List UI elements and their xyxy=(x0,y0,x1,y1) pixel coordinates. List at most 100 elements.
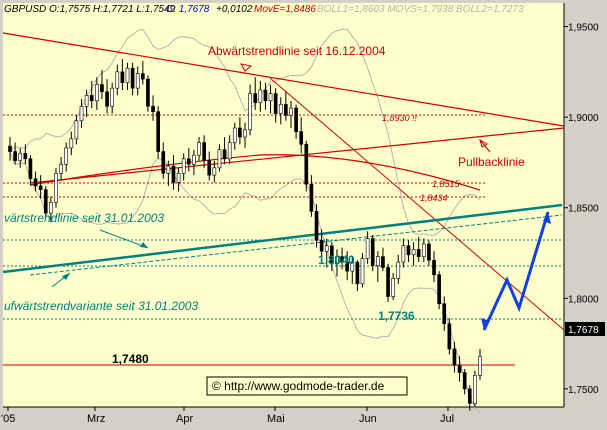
downtrend-start-arrow xyxy=(240,63,253,72)
y-tick-label: 1,9500 xyxy=(568,23,599,34)
candle-body xyxy=(447,323,452,350)
candle-body xyxy=(59,163,63,174)
x-tick-label: Jun xyxy=(359,413,377,425)
candle-body xyxy=(186,158,191,165)
candle-body xyxy=(375,256,380,266)
candle-body xyxy=(125,67,130,84)
candle-body xyxy=(396,261,401,279)
candle-body xyxy=(28,158,33,180)
candle-body xyxy=(253,93,258,103)
time-axis: '05 Mrz Apr Mai Jun Jul xyxy=(1,407,454,425)
candle-body xyxy=(416,249,421,257)
candle-body xyxy=(324,245,329,252)
pullback-arrow-head xyxy=(479,138,488,148)
uptrend-variant-label: ufwärtstrendvariante seit 31.01.2003 xyxy=(4,299,198,313)
candle-body xyxy=(335,256,339,265)
candle-body xyxy=(130,67,135,89)
candle-body xyxy=(299,131,304,145)
uptrend-variant-line xyxy=(29,214,563,276)
candlestick-series xyxy=(8,59,482,411)
candle-body xyxy=(294,107,298,132)
candle-body xyxy=(212,167,217,176)
candle-body xyxy=(8,145,12,152)
candle-body xyxy=(289,107,293,116)
uptrend-arrow-head xyxy=(140,242,148,248)
candle-body xyxy=(319,240,324,252)
pullback-label: Pullbacklinie xyxy=(458,155,525,169)
x-tick-label: Mrz xyxy=(87,413,105,425)
candle-body xyxy=(360,258,365,285)
price-axis: 1,9500 1,9000 1,8500 1,8000 1,7500 xyxy=(564,23,599,396)
candle-body xyxy=(478,356,482,376)
candle-body xyxy=(64,147,69,165)
candle-body xyxy=(79,105,84,122)
uptrend-variant-arrow-head xyxy=(62,273,70,280)
candle-body xyxy=(171,165,176,183)
candle-body xyxy=(89,95,94,102)
candle-body xyxy=(340,256,344,263)
candle-body xyxy=(345,261,350,272)
candle-body xyxy=(330,245,334,265)
candle-body xyxy=(258,89,263,103)
candle-body xyxy=(304,144,309,185)
candle-body xyxy=(309,183,314,212)
candle-body xyxy=(95,84,99,102)
y-tick-label: 1,9000 xyxy=(568,113,599,124)
candle-body xyxy=(74,120,79,140)
candle-body xyxy=(176,172,181,183)
header-close: C: 1,7678 xyxy=(166,4,210,15)
candle-body xyxy=(365,238,370,259)
candle-body xyxy=(100,84,104,93)
forecast-path xyxy=(482,211,550,331)
candle-body xyxy=(38,185,43,190)
candle-body xyxy=(217,149,222,169)
candle-body xyxy=(238,127,242,138)
candle-body xyxy=(110,87,115,107)
candle-body xyxy=(284,104,288,116)
y-tick-label: 1,8500 xyxy=(568,204,599,215)
copyright-box xyxy=(206,376,408,396)
candle-body xyxy=(23,153,28,160)
candle-body xyxy=(355,261,360,285)
plot-area xyxy=(3,3,564,407)
candle-body xyxy=(202,142,206,161)
candle-body xyxy=(227,142,232,160)
candle-body xyxy=(156,111,160,152)
y-tick-label: 1,8000 xyxy=(568,294,599,305)
candle-body xyxy=(105,91,109,107)
last-value-label: 1,7678 xyxy=(568,325,599,336)
candle-body xyxy=(13,151,17,161)
x-tick-label: Jul xyxy=(440,413,454,425)
candle-body xyxy=(166,165,171,174)
copyright-text: © http://www.godmode-trader.de xyxy=(212,379,385,393)
level-label-1-8930: 1,8930 !! xyxy=(382,113,418,123)
candle-body xyxy=(263,89,268,102)
candle-body xyxy=(33,178,38,187)
candle-body xyxy=(452,348,457,366)
candle-body xyxy=(135,73,140,89)
candle-body xyxy=(120,71,125,84)
uptrend-line xyxy=(2,203,563,274)
candle-body xyxy=(115,71,120,89)
header-move: MovE=1,8486 xyxy=(254,4,316,15)
uptrend-arrow xyxy=(99,229,149,249)
candle-body xyxy=(437,274,441,305)
candle-body xyxy=(232,127,237,143)
candle-body xyxy=(248,93,252,131)
downtrend-label: Abwärtstrendlinie seit 16.12.2004 xyxy=(208,44,386,58)
downtrend-line xyxy=(2,32,565,127)
forecast-arrow-tail xyxy=(481,318,490,330)
x-tick-label: Apr xyxy=(176,413,193,425)
candle-body xyxy=(161,151,166,174)
candle-body xyxy=(268,93,273,102)
pullback-arrow xyxy=(479,139,491,153)
level-label-1-8515: 1,8515 xyxy=(432,179,461,189)
last-value-badge xyxy=(565,322,605,336)
candle-body xyxy=(411,249,416,256)
candle-body xyxy=(146,78,150,107)
candle-body xyxy=(391,278,395,297)
y-tick-label: 1,7500 xyxy=(568,385,599,396)
moving-average-line xyxy=(29,154,481,191)
uptrend-label: värtstrendlinie seit 31.01.2003 xyxy=(4,211,164,225)
header-instrument-ohlc: GBPUSD O:1,7575 H:1,7721 L:1,7549 xyxy=(4,4,176,15)
